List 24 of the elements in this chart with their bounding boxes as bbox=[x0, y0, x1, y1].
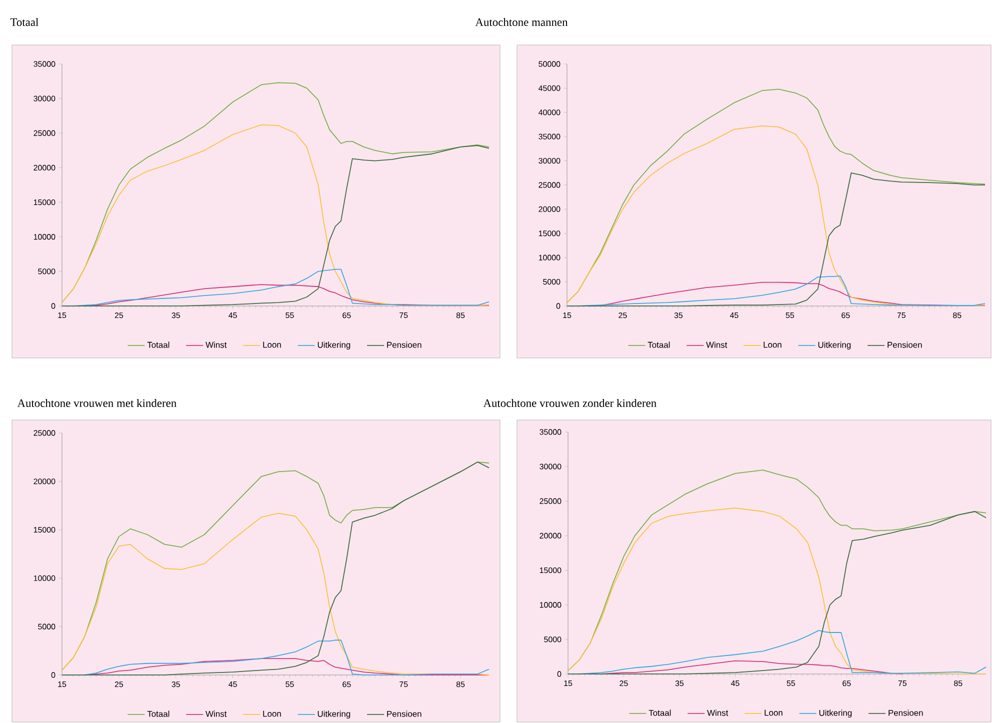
legend-label: Pensioen bbox=[387, 342, 422, 348]
legend-label: Loon bbox=[263, 342, 281, 348]
chart-title: Autochtone vrouwen met kinderen bbox=[17, 398, 176, 408]
chart-title: Autochtone mannen bbox=[475, 18, 568, 26]
legend-label: Totaal bbox=[147, 710, 170, 717]
legend-label: Loon bbox=[764, 710, 782, 716]
legend-label: Loon bbox=[263, 710, 281, 717]
legend-label: Pensioen bbox=[888, 710, 923, 716]
legend-label: Uitkering bbox=[818, 342, 851, 350]
chart-title: Autochtone vrouwen zonder kinderen bbox=[483, 398, 656, 408]
legend-label: Totaal bbox=[648, 342, 670, 348]
legend-label: Uitkering bbox=[819, 710, 852, 718]
legend-label: Totaal bbox=[648, 710, 671, 716]
legend-label: Uitkering bbox=[318, 710, 350, 719]
legend-label: Winst bbox=[707, 710, 728, 716]
legend-label: Totaal bbox=[147, 342, 170, 348]
legend-label: Pensioen bbox=[888, 342, 922, 348]
legend-label: Winst bbox=[206, 710, 227, 717]
legend-label: Loon bbox=[764, 342, 782, 348]
legend-label: Winst bbox=[706, 342, 728, 348]
legend-label: Pensioen bbox=[387, 710, 422, 717]
legend-label: Uitkering bbox=[318, 342, 350, 350]
chart-title: Totaal bbox=[10, 18, 38, 26]
legend-label: Winst bbox=[206, 342, 227, 348]
